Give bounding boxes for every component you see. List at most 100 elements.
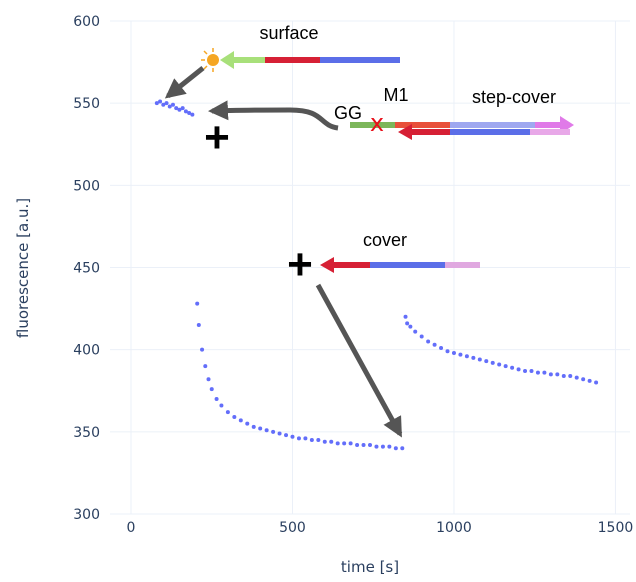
data-point (374, 444, 379, 449)
y-tick-label: 500 (73, 178, 100, 194)
data-point (206, 377, 211, 382)
annotation: M1 (383, 85, 408, 105)
data-point (154, 101, 159, 106)
data-point (322, 439, 327, 444)
data-point (561, 373, 566, 378)
y-tick-label: 300 (73, 507, 100, 523)
data-point (225, 410, 230, 415)
data-point (284, 433, 289, 438)
data-point (497, 362, 502, 367)
x-tick-label: 500 (279, 520, 306, 536)
data-point (503, 364, 508, 369)
data-point (245, 421, 250, 426)
annotation: + (287, 240, 313, 289)
data-point (408, 324, 413, 329)
data-point (296, 436, 301, 441)
annotation: cover (363, 230, 407, 250)
data-point (158, 99, 163, 104)
data-point (342, 441, 347, 446)
x-tick-label: 0 (127, 520, 136, 536)
plot-area: 300 350 400 450 500 550 600 0 500 1000 1500 (73, 14, 633, 536)
data-point (180, 106, 185, 111)
data-point (535, 370, 540, 375)
data-point (439, 346, 444, 351)
data-point (387, 444, 392, 449)
data-point (548, 372, 553, 377)
data-point (219, 403, 224, 408)
data-point (167, 104, 172, 109)
data-point (271, 429, 276, 434)
data-point (523, 369, 528, 374)
data-point (195, 301, 200, 306)
data-point (581, 377, 586, 382)
data-point (183, 109, 188, 114)
data-point (203, 364, 208, 369)
data-point (464, 354, 469, 359)
data-point (355, 442, 360, 447)
x-tick-label: 1000 (436, 520, 472, 536)
data-point (258, 426, 263, 431)
data-point (200, 347, 205, 352)
data-point (400, 446, 405, 451)
data-point (209, 387, 214, 392)
data-point (316, 438, 321, 443)
y-axis-title: fluorescence [a.u.] (14, 198, 32, 338)
data-point (542, 370, 547, 375)
data-point (177, 107, 182, 112)
data-point (594, 380, 599, 385)
y-tick-label: 600 (73, 14, 100, 30)
data-point (405, 321, 410, 326)
data-point (368, 442, 372, 447)
x-tick-label: 1500 (598, 520, 634, 536)
y-tick-label: 350 (73, 425, 100, 441)
annotation: step-cover (472, 87, 556, 107)
y-tick-label: 450 (73, 261, 100, 277)
data-point (161, 102, 166, 107)
data-point (587, 378, 592, 383)
data-point (174, 106, 179, 111)
data-point (413, 329, 418, 334)
data-point (361, 442, 366, 447)
data-point (419, 334, 424, 339)
y-tick-label: 400 (73, 343, 100, 359)
data-point (529, 369, 534, 374)
schematic (164, 48, 574, 438)
data-point (380, 444, 385, 449)
data-point (290, 434, 295, 439)
data-point (510, 365, 515, 370)
data-point (568, 373, 573, 378)
data-point (451, 350, 456, 355)
data-point (477, 357, 482, 362)
annotation: surface (259, 23, 318, 43)
data-point (238, 418, 243, 423)
data-point (458, 352, 463, 357)
data-point (187, 111, 192, 116)
data-point (348, 441, 353, 446)
data-point (309, 438, 314, 443)
data-point (214, 396, 219, 401)
data-point (196, 323, 201, 328)
data-point (277, 431, 282, 436)
data-point (190, 112, 195, 117)
data-point (555, 372, 560, 377)
data-point (264, 428, 269, 433)
x-axis-title: time [s] (341, 558, 399, 576)
data-point (251, 424, 256, 429)
data-point (303, 436, 308, 441)
annotation: GG (334, 103, 362, 123)
annotations: surface GG M1 step-cover cover x + + (204, 23, 556, 289)
data-point (426, 339, 431, 344)
data-point (516, 367, 521, 372)
data-point (490, 360, 495, 365)
data-point (232, 415, 237, 420)
data-point (393, 446, 398, 451)
data-point (574, 375, 579, 380)
annotation: + (204, 113, 230, 162)
data-point (170, 102, 175, 107)
data-point (403, 314, 408, 319)
annotation: x (370, 109, 384, 137)
data-point (329, 439, 334, 444)
data-point (484, 359, 489, 364)
data-point (335, 441, 340, 446)
